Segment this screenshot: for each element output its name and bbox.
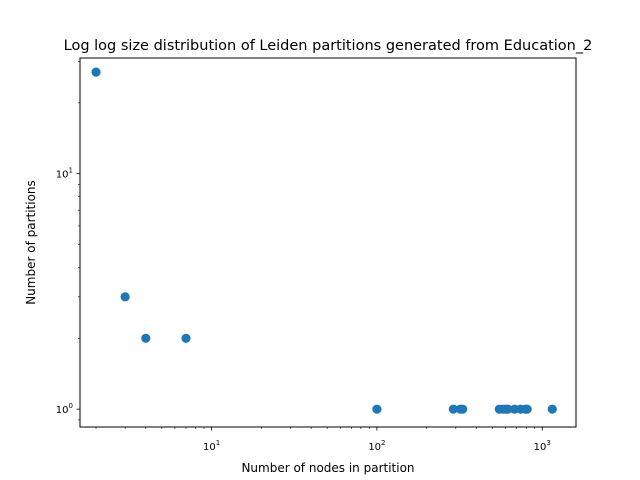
data-point-4 (372, 404, 382, 414)
data-point-2 (141, 333, 151, 343)
x-axis-ticks: 101 102 103 (95, 427, 551, 453)
x-axis-label: Number of nodes in partition (241, 461, 414, 475)
data-point-11 (503, 404, 513, 414)
y-tick-label-1: 101 (56, 167, 73, 181)
data-point-5 (448, 404, 458, 414)
x-tick-label-2: 103 (534, 439, 551, 453)
data-point-15 (522, 404, 532, 414)
x-tick-label-0: 101 (203, 439, 220, 453)
data-point-3 (181, 333, 191, 343)
chart-title: Log log size distribution of Leiden part… (64, 38, 593, 54)
data-point-0 (91, 67, 101, 77)
data-point-7 (458, 404, 468, 414)
x-tick-label-1: 102 (368, 439, 385, 453)
y-axis-label: Number of partitions (24, 180, 38, 305)
y-tick-label-0: 100 (56, 402, 73, 416)
data-point-1 (120, 292, 130, 302)
data-point-16 (547, 404, 557, 414)
plot-frame (79, 57, 577, 428)
plot-marks (91, 67, 557, 414)
